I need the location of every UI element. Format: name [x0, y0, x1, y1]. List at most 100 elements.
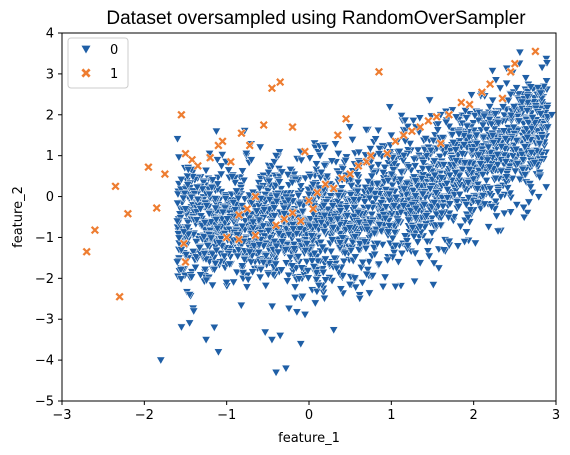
series-0-point — [422, 238, 432, 247]
series-0-point — [204, 190, 215, 199]
series-0-point — [252, 207, 262, 216]
series-0-point — [309, 263, 319, 272]
series-0-point — [415, 223, 425, 232]
series-0-point — [180, 189, 190, 199]
series-1-point — [300, 146, 310, 157]
series-0-point — [227, 173, 237, 182]
series-0-point — [515, 175, 525, 184]
series-0-point — [425, 185, 435, 194]
series-0-point — [499, 127, 509, 136]
series-1-point — [345, 169, 355, 179]
x-tick-label: −3 — [52, 408, 71, 423]
series-0-point — [309, 249, 320, 258]
series-0-point — [470, 112, 480, 121]
series-0-point — [453, 242, 463, 251]
series-0-point — [189, 307, 199, 316]
series-0-point — [386, 131, 396, 140]
series-0-point — [526, 149, 536, 158]
series-0-point — [238, 269, 248, 278]
series-1-point — [382, 148, 392, 159]
series-0-point — [485, 163, 495, 172]
series-0-point — [491, 76, 501, 85]
series-0-point — [311, 269, 322, 278]
series-0-point — [487, 203, 497, 212]
series-0-point — [409, 277, 420, 286]
series-0-point — [542, 59, 552, 68]
series-0-point — [174, 153, 184, 162]
series-0-point — [311, 160, 322, 169]
series-0-point — [424, 165, 434, 174]
series-0-point — [186, 273, 197, 282]
series-0-point — [290, 294, 300, 303]
series-1-point — [234, 234, 244, 245]
series-0-point — [454, 191, 465, 200]
series-0-point — [369, 244, 379, 253]
series-0-point — [376, 227, 386, 236]
series-0-point — [172, 217, 182, 226]
series-0-point — [255, 143, 265, 152]
series-1-point — [333, 130, 343, 140]
series-0-point — [389, 202, 399, 211]
series-0-point — [241, 150, 251, 159]
series-1-point — [287, 122, 298, 132]
series-0-point — [501, 173, 512, 182]
series-0-point — [320, 211, 330, 220]
series-0-point — [282, 277, 292, 286]
series-0-point — [206, 218, 216, 227]
series-0-point — [209, 324, 219, 333]
series-0-point — [269, 238, 279, 247]
series-0-point — [522, 133, 533, 142]
series-1-point — [353, 161, 364, 171]
series-0-point — [271, 192, 282, 201]
series-0-point — [315, 152, 325, 161]
series-0-point — [285, 253, 295, 263]
series-0-point — [172, 199, 183, 208]
series-0-point — [522, 209, 533, 218]
x-tick-label: 1 — [387, 408, 395, 423]
series-1-point — [236, 128, 247, 138]
series-0-point — [511, 145, 521, 154]
series-0-point — [415, 114, 425, 123]
series-0-point — [503, 184, 513, 193]
series-0-point — [431, 189, 441, 198]
series-0-point — [319, 162, 330, 171]
series-0-point — [372, 240, 383, 249]
series-0-point — [388, 234, 398, 243]
series-0-point — [349, 196, 359, 205]
series-0-point — [374, 145, 385, 154]
series-0-point — [423, 247, 433, 256]
series-0-point — [517, 150, 527, 160]
series-0-point — [285, 166, 296, 175]
series-0-point — [519, 213, 529, 223]
series-0-point — [534, 193, 544, 202]
series-1-point — [110, 181, 121, 191]
series-0-point — [327, 157, 337, 166]
series-0-point — [230, 179, 240, 188]
series-0-point — [319, 201, 329, 211]
series-0-point — [400, 232, 410, 241]
series-0-point — [239, 176, 249, 186]
series-0-point — [303, 267, 313, 276]
series-0-point — [316, 218, 327, 228]
series-1-point — [267, 83, 277, 93]
series-0-point — [462, 122, 472, 131]
series-1-point — [329, 183, 339, 194]
series-0-point — [277, 238, 287, 247]
series-0-point — [363, 204, 373, 213]
series-0-point — [421, 152, 432, 161]
series-1-point — [506, 67, 516, 77]
series-0-point — [242, 283, 252, 292]
legend-marker-0 — [81, 45, 91, 54]
series-0-point — [466, 91, 477, 100]
series-0-point — [288, 225, 298, 234]
series-0-point — [468, 119, 479, 128]
series-0-point — [521, 74, 531, 83]
series-0-point — [378, 283, 388, 292]
series-0-point — [272, 197, 282, 207]
series-0-point — [488, 96, 498, 105]
series-0-point — [434, 264, 444, 273]
series-0-point — [319, 228, 329, 237]
series-1-point — [250, 230, 261, 241]
series-1-point — [259, 120, 269, 130]
series-0-point — [176, 323, 187, 332]
